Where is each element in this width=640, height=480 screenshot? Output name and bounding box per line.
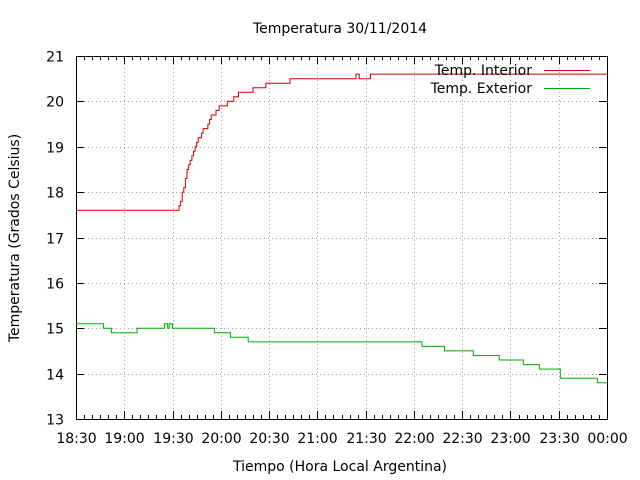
series-line-temp-interior [76, 73, 607, 211]
x-tick-label: 23:30 [539, 431, 579, 447]
series-line-temp-exterior [76, 323, 607, 384]
x-tick-label: 19:00 [104, 431, 144, 447]
legend-label-temp-interior: Temp. Interior [434, 63, 533, 79]
x-tick-label: 22:00 [394, 431, 434, 447]
y-tick-label: 18 [46, 186, 64, 202]
y-axis-label: Temperatura (Grados Celsius) [7, 134, 23, 343]
x-tick-label: 20:30 [249, 431, 289, 447]
y-tick-label: 13 [46, 413, 64, 429]
y-tick-label: 16 [46, 277, 64, 293]
tick-labels: 18:30 19:00 19:30 20:00 20:30 21:00 21:30 22:00… [46, 50, 628, 448]
y-tick-label: 19 [46, 141, 64, 157]
y-tick-label: 21 [46, 50, 64, 66]
y-tick-label: 17 [46, 232, 64, 248]
x-axis-label: Tiempo (Hora Local Argentina) [232, 459, 447, 475]
y-tick-label: 20 [46, 95, 64, 111]
y-tick-label: 15 [46, 322, 64, 338]
axis-ticks [76, 56, 608, 420]
x-tick-label: 22:30 [442, 431, 482, 447]
legend: Temp. Interior Temp. Exterior [430, 63, 590, 97]
x-tick-label: 20:00 [201, 431, 241, 447]
legend-label-temp-exterior: Temp. Exterior [430, 81, 533, 97]
x-tick-label: 21:00 [297, 431, 337, 447]
x-tick-label: 18:30 [56, 431, 96, 447]
x-tick-label: 23:00 [490, 431, 530, 447]
series-layer [76, 73, 607, 384]
x-tick-label: 00:00 [587, 431, 627, 447]
chart-title: Temperatura 30/11/2014 [252, 21, 427, 37]
y-tick-label: 14 [46, 368, 64, 384]
x-tick-label: 21:30 [346, 431, 386, 447]
x-tick-label: 19:30 [153, 431, 193, 447]
